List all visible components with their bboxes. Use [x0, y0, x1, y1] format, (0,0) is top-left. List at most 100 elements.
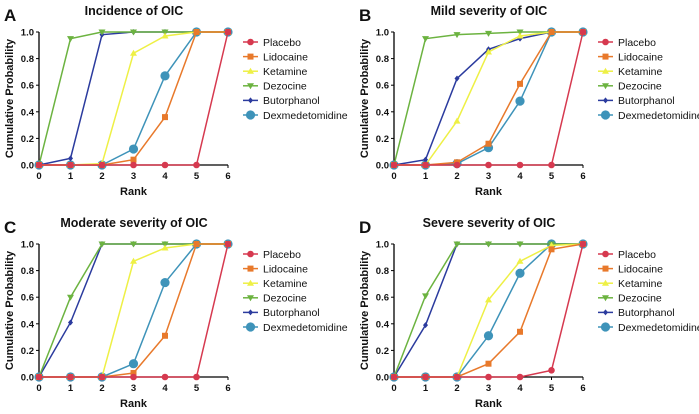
legend-item-dexmedetomidine: Dexmedetomidine — [598, 322, 699, 334]
legend-label: Butorphanol — [618, 95, 675, 107]
y-tick-label: 0.8 — [21, 54, 34, 65]
y-tick-label: 0.4 — [376, 107, 390, 118]
data-point-placebo — [67, 373, 74, 381]
legend-marker-ketamine — [247, 67, 254, 74]
chart-panel-d: D Severe severity of OIC Cumulative Probab… — [359, 216, 699, 410]
x-tick-label: 4 — [517, 171, 523, 182]
data-point-placebo — [422, 161, 429, 169]
legend-label: Ketamine — [618, 66, 663, 78]
legend-label: Lidocaine — [618, 51, 663, 63]
data-point-dexmedetomidine — [160, 277, 170, 288]
legend-label: Butorphanol — [263, 95, 320, 107]
data-point-ketamine — [485, 48, 492, 55]
data-point-placebo — [390, 161, 398, 169]
x-tick-label: 2 — [99, 171, 104, 182]
x-tick-label: 1 — [423, 383, 429, 394]
legend-label: Dexmedetomidine — [263, 322, 348, 334]
chart-panel-b: B Mild severity of OIC Cumulative Probabil… — [359, 4, 699, 198]
legend-item-butorphanol: Butorphanol — [243, 95, 320, 107]
data-point-placebo — [98, 161, 106, 169]
x-axis-label: Rank — [475, 398, 503, 409]
data-point-dezocine — [98, 29, 106, 36]
data-point-placebo — [579, 28, 587, 36]
panel-label: D — [359, 218, 371, 237]
legend-label: Dezocine — [618, 81, 662, 93]
data-point-dexmedetomidine — [128, 144, 139, 154]
data-point-butorphanol — [454, 75, 460, 82]
y-tick-label: 1.0 — [376, 28, 389, 39]
legend-label: Lidocaine — [263, 51, 308, 63]
legend-item-placebo: Placebo — [243, 249, 301, 261]
legend-item-ketamine: Ketamine — [598, 278, 663, 290]
data-point-placebo — [516, 373, 524, 381]
legend-marker-dexmedetomidine — [600, 110, 611, 120]
y-tick-label: 1.0 — [21, 28, 34, 39]
legend-marker-placebo — [602, 38, 609, 46]
data-point-placebo — [130, 373, 137, 381]
data-point-dezocine — [485, 241, 492, 248]
legend-item-butorphanol: Butorphanol — [598, 95, 675, 107]
legend-item-dexmedetomidine: Dexmedetomidine — [598, 110, 699, 122]
x-tick-label: 3 — [486, 383, 491, 394]
data-point-placebo — [548, 367, 555, 374]
data-point-lidocaine — [485, 140, 492, 147]
data-point-dezocine — [130, 29, 137, 36]
legend-label: Placebo — [618, 249, 656, 261]
legend-label: Ketamine — [263, 278, 308, 290]
data-point-placebo — [390, 373, 398, 381]
x-tick-label: 3 — [131, 171, 136, 182]
legend-marker-lidocaine — [602, 265, 609, 272]
legend-item-butorphanol: Butorphanol — [243, 307, 320, 319]
y-axis-label: Cumulative Probability — [359, 250, 371, 370]
x-tick-label: 4 — [162, 383, 168, 394]
x-tick-label: 3 — [131, 383, 136, 394]
legend-marker-dezocine — [602, 295, 609, 302]
legend-marker-dezocine — [602, 83, 609, 90]
legend-item-dezocine: Dezocine — [598, 81, 662, 93]
y-axis-label: Cumulative Probability — [359, 38, 371, 158]
data-point-placebo — [130, 161, 137, 169]
data-point-placebo — [35, 373, 43, 381]
legend-item-lidocaine: Lidocaine — [598, 263, 663, 275]
chart-title: Incidence of OIC — [85, 4, 184, 18]
x-tick-label: 5 — [194, 383, 200, 394]
legend-marker-dexmedetomidine — [245, 322, 256, 332]
x-tick-label: 0 — [36, 383, 41, 394]
x-tick-label: 2 — [99, 383, 104, 394]
y-tick-label: 0.4 — [376, 319, 390, 330]
y-tick-label: 0.2 — [376, 346, 389, 357]
legend-label: Ketamine — [263, 66, 308, 78]
legend-marker-dezocine — [247, 295, 254, 302]
x-tick-label: 6 — [225, 383, 230, 394]
legend-marker-placebo — [602, 250, 609, 258]
legend-marker-ketamine — [247, 279, 254, 286]
y-tick-label: 0.6 — [21, 81, 34, 92]
y-tick-label: 0.0 — [21, 373, 34, 384]
data-point-ketamine — [130, 257, 137, 264]
x-tick-label: 5 — [549, 383, 555, 394]
legend-item-dezocine: Dezocine — [598, 293, 662, 305]
data-point-lidocaine — [193, 241, 200, 247]
y-tick-label: 1.0 — [376, 240, 389, 251]
legend-item-placebo: Placebo — [243, 37, 301, 49]
y-tick-label: 1.0 — [21, 240, 34, 251]
legend-marker-dexmedetomidine — [245, 110, 256, 120]
legend-item-lidocaine: Lidocaine — [598, 51, 663, 63]
legend-marker-dezocine — [247, 83, 254, 90]
legend-item-dexmedetomidine: Dexmedetomidine — [243, 322, 348, 334]
x-tick-label: 4 — [517, 383, 523, 394]
series-placebo — [35, 240, 232, 381]
legend-item-ketamine: Ketamine — [243, 66, 308, 78]
chart-title: Moderate severity of OIC — [60, 216, 207, 230]
series-dexmedetomidine — [34, 27, 233, 170]
series-line-placebo — [394, 243, 584, 378]
x-tick-label: 1 — [423, 171, 429, 182]
legend-marker-placebo — [247, 38, 254, 46]
x-axis-label: Rank — [475, 186, 503, 198]
data-point-placebo — [67, 161, 74, 169]
y-tick-label: 0.6 — [376, 81, 389, 92]
x-tick-label: 0 — [391, 383, 396, 394]
data-point-placebo — [161, 161, 169, 169]
chart-title: Severe severity of OIC — [423, 216, 556, 230]
x-tick-label: 5 — [194, 171, 200, 182]
